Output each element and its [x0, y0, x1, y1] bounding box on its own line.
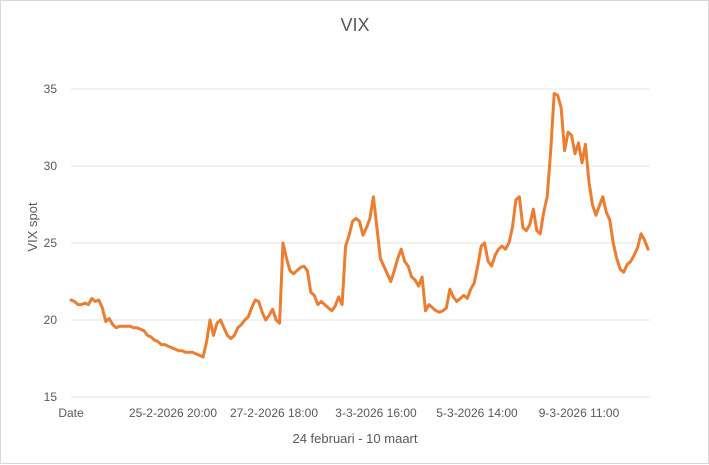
y-tick-label: 20 — [44, 313, 58, 327]
y-tick-label: 35 — [44, 82, 58, 96]
vix-series-line — [69, 92, 650, 359]
y-axis-ticks: 15 20 25 30 35 — [44, 82, 58, 404]
y-tick-label: 15 — [44, 390, 58, 404]
x-tick-label: 5-3-2026 14:00 — [436, 406, 518, 420]
x-tick-label: 3-3-2026 16:00 — [335, 406, 417, 420]
x-axis-label: 24 februari - 10 maart — [292, 431, 417, 446]
x-tick-label: 27-2-2026 18:00 — [230, 406, 318, 420]
x-axis-ticks: Date 25-2-2026 20:00 27-2-2026 18:00 3-3-20… — [58, 406, 619, 420]
x-tick-label: Date — [58, 406, 84, 420]
y-axis-label: VIX spot — [25, 202, 40, 252]
x-tick-label: 25-2-2026 20:00 — [129, 406, 217, 420]
y-tick-label: 25 — [44, 236, 58, 250]
x-tick-label: 9-3-2026 11:00 — [539, 406, 620, 420]
y-tick-label: 30 — [44, 159, 58, 173]
chart-title: VIX — [340, 15, 369, 35]
gridlines — [71, 88, 650, 398]
